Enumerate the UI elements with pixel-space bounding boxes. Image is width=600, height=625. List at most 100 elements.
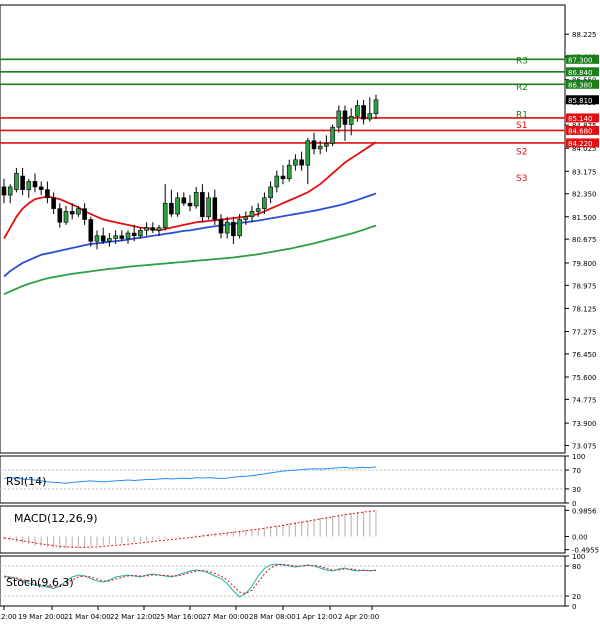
candle-up (175, 197, 180, 215)
candle-up (373, 99, 379, 114)
candle-up (76, 208, 81, 215)
candle-up (262, 197, 267, 209)
candle-up (7, 186, 13, 196)
candle-down (361, 105, 366, 120)
candle-down (82, 208, 87, 220)
candle-down (69, 211, 75, 215)
y-tick-label: 80.675 (572, 236, 597, 244)
y-tick-label: 30 (572, 486, 581, 494)
y-tick-label: 84.025 (572, 145, 597, 153)
candle-up (156, 227, 162, 231)
y-tick-label: 83.175 (572, 168, 597, 176)
moving-average-line-1 (3, 141, 377, 239)
macd-title: MACD(12,26,9) (14, 512, 98, 525)
last-price-tag (566, 95, 599, 105)
y-tick-label: 79.800 (572, 260, 597, 268)
candle-up (113, 235, 118, 239)
candle-down (119, 235, 125, 239)
level-name-s3: S3 (516, 174, 527, 184)
x-tick-label: 1 Apr 12:00 (296, 613, 337, 621)
y-tick-label: 0.00 (572, 534, 588, 542)
moving-average-line-3 (3, 224, 377, 295)
candle-down (150, 227, 156, 231)
macd-panel-frame (0, 505, 566, 554)
candle-down (231, 221, 236, 237)
candle-up (286, 164, 292, 180)
candle-down (280, 175, 286, 180)
level-price-tag (566, 113, 599, 123)
candle-down (1, 186, 7, 196)
candle-up (14, 173, 19, 190)
candle-up (268, 186, 273, 199)
x-tick-label: 22 Mar 12:00 (110, 613, 157, 621)
stoch-k-line (3, 563, 377, 598)
candle-up (336, 110, 342, 128)
y-tick-label: 78.125 (572, 305, 597, 313)
level-name-r3: R3 (516, 56, 528, 66)
level-price-tag (566, 125, 599, 135)
last-price-label: 85.810 (568, 97, 593, 105)
candle-down (299, 159, 304, 166)
macd-panel: 0.9856 0.00 -0.4955 MACD(12,26,9) (0, 505, 599, 555)
x-tick-label: 2 Apr 20:00 (338, 613, 379, 621)
x-tick-label: 27 Mar 00:00 (202, 613, 249, 621)
candle-up (94, 235, 100, 242)
x-tick-label: 21 Mar 04:00 (64, 613, 111, 621)
candle-up (367, 113, 373, 120)
y-tick-label: 100 (572, 553, 585, 561)
candle-up (144, 227, 149, 231)
rsi-panel: 100 70 30 0 RSI(14) (0, 453, 585, 508)
y-tick-label: 75.600 (572, 374, 597, 382)
candle-down (169, 202, 174, 215)
price-panel-frame (0, 4, 566, 454)
level-price-label: 84.680 (568, 127, 593, 135)
level-price-label: 86.380 (568, 81, 593, 89)
candle-up (224, 221, 230, 234)
candle-down (218, 219, 224, 234)
y-tick-label: 73.075 (572, 443, 597, 451)
candle-up (330, 126, 335, 144)
candle-up (293, 159, 298, 166)
x-tick-label: 25 Mar 16:00 (156, 613, 203, 621)
x-tick-label: 19 Mar 20:00 (18, 613, 65, 621)
candle-up (138, 230, 143, 237)
y-tick-label: 0.9856 (572, 507, 597, 515)
candle-down (342, 110, 348, 125)
y-tick-label: 0 (572, 500, 576, 508)
level-price-label: 84.220 (568, 140, 593, 148)
candle-down (51, 197, 56, 209)
candle-up (193, 192, 199, 207)
y-tick-label: 88.225 (572, 31, 597, 39)
candle-up (249, 211, 255, 218)
level-price-tag (566, 138, 599, 148)
candle-down (200, 192, 205, 218)
y-tick-label: 73.900 (572, 420, 597, 428)
y-tick-label: 82.350 (572, 191, 597, 199)
candle-down (100, 235, 106, 242)
candle-up (243, 216, 249, 220)
candle-down (181, 197, 187, 204)
candle-up (305, 140, 311, 166)
level-price-tag (566, 79, 599, 89)
candle-up (317, 145, 323, 150)
level-price-label: 85.140 (568, 115, 593, 123)
level-price-tag (566, 54, 599, 64)
candle-down (187, 202, 193, 207)
level-price-label: 87.300 (568, 56, 593, 64)
level-name-r2: R2 (516, 83, 528, 93)
y-tick-label: 78.975 (572, 282, 597, 290)
candle-down (212, 197, 218, 220)
candle-down (32, 181, 38, 188)
level-name-s1: S1 (516, 121, 527, 131)
stoch-title: Stoch(9,6,3) (6, 576, 74, 589)
y-tick-label: 74.775 (572, 396, 597, 404)
candle-up (274, 175, 280, 188)
moving-average-line-2 (3, 192, 377, 278)
candle-up (255, 208, 261, 212)
candle-up (237, 219, 242, 237)
rsi-title: RSI(14) (6, 475, 46, 488)
candle-up (107, 238, 112, 242)
candle-down (88, 219, 94, 242)
